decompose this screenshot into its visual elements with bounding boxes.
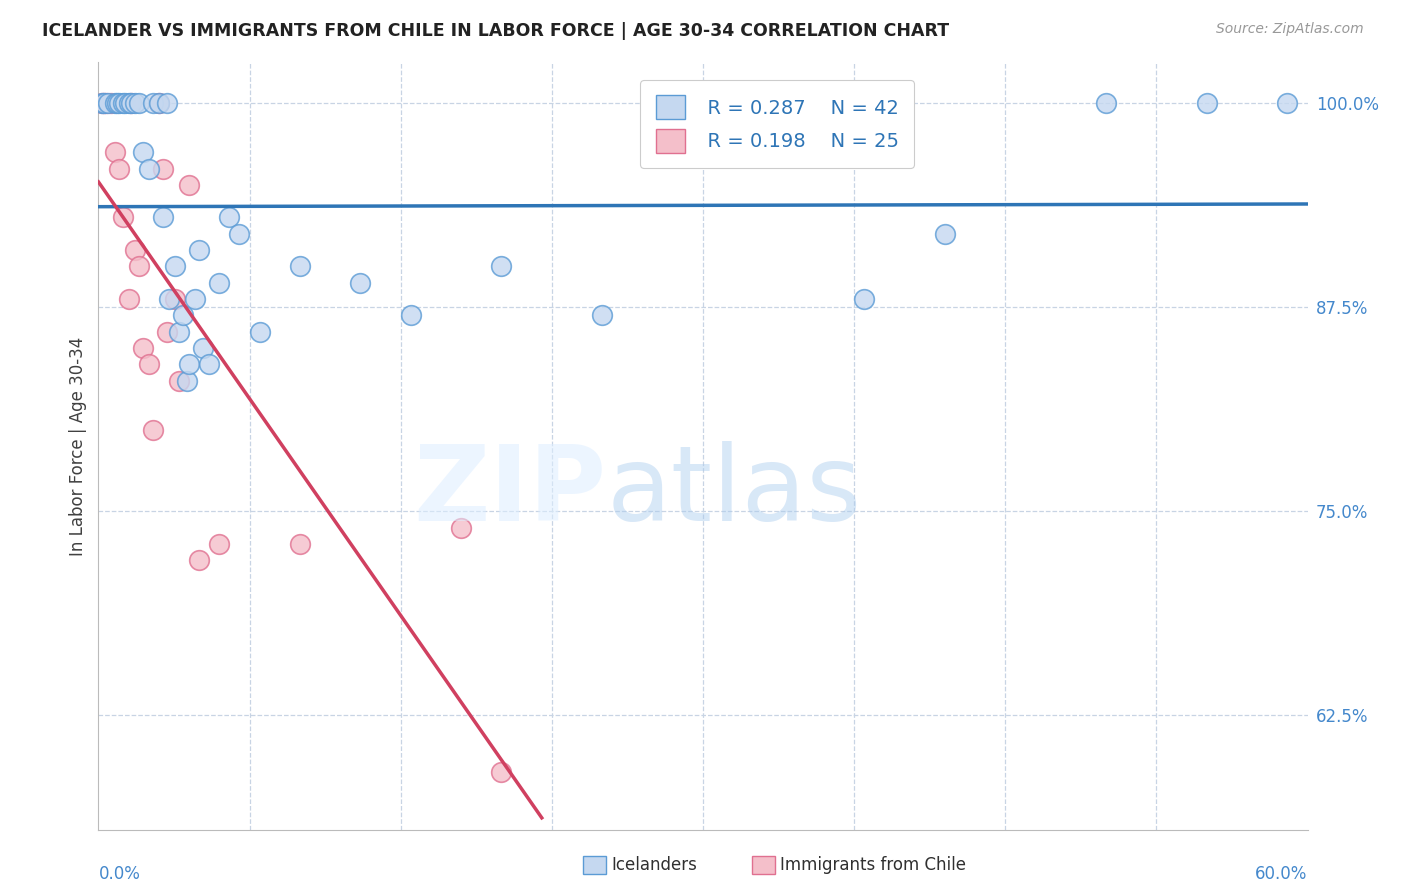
Point [96,96,118,111]
Point [591,309,613,323]
Point [138,358,160,372]
Point [1195,96,1218,111]
Point [120,96,142,111]
Point [163,292,186,306]
Point [288,537,311,551]
Point [1095,96,1118,111]
Point [934,227,956,241]
Point [152,211,174,225]
Point [107,161,129,176]
Point [399,309,422,323]
Point [188,243,211,257]
Point [100,96,122,111]
Point [105,96,128,111]
Point [288,260,311,274]
Point [97,96,120,111]
Point [111,96,134,111]
Point [132,341,155,355]
Point [138,161,160,176]
Point [1277,96,1299,111]
Point [179,178,201,192]
Point [142,96,165,111]
Point [157,292,180,306]
Point [228,227,250,241]
Point [179,358,201,372]
Point [124,243,146,257]
Point [152,161,174,176]
Point [208,276,231,290]
Text: 60.0%: 60.0% [1256,865,1308,883]
Y-axis label: In Labor Force | Age 30-34: In Labor Force | Age 30-34 [69,336,87,556]
Point [91,96,114,111]
Point [208,537,231,551]
Point [93,96,115,111]
Point [124,96,146,111]
Point [450,520,472,534]
Point [148,96,170,111]
Point [172,309,194,323]
Point [193,341,215,355]
Legend:   R = 0.287    N = 42,   R = 0.198    N = 25: R = 0.287 N = 42, R = 0.198 N = 25 [640,79,914,168]
Text: Source: ZipAtlas.com: Source: ZipAtlas.com [1216,22,1364,37]
Point [128,96,150,111]
Point [218,211,240,225]
Point [114,96,136,111]
Point [249,325,271,339]
Point [132,145,155,160]
Point [156,96,179,111]
Point [167,374,190,388]
Point [118,96,141,111]
Point [111,211,134,225]
Text: Immigrants from Chile: Immigrants from Chile [780,856,966,874]
Point [167,325,190,339]
Text: Icelanders: Icelanders [612,856,697,874]
Point [107,96,129,111]
Point [118,292,141,306]
Point [156,325,179,339]
Point [853,292,876,306]
Text: 0.0%: 0.0% [98,865,141,883]
Point [349,276,371,290]
Point [163,260,186,274]
Point [128,260,150,274]
Point [148,96,170,111]
Text: ZIP: ZIP [413,441,606,543]
Point [142,423,165,437]
Point [184,292,207,306]
Point [93,96,115,111]
Point [491,260,513,274]
Point [188,553,211,567]
Point [103,145,125,160]
Text: ICELANDER VS IMMIGRANTS FROM CHILE IN LABOR FORCE | AGE 30-34 CORRELATION CHART: ICELANDER VS IMMIGRANTS FROM CHILE IN LA… [42,22,949,40]
Text: atlas: atlas [606,441,862,543]
Point [176,374,198,388]
Point [120,96,142,111]
Point [491,765,513,780]
Point [198,358,221,372]
Point [91,96,114,111]
Point [103,96,125,111]
